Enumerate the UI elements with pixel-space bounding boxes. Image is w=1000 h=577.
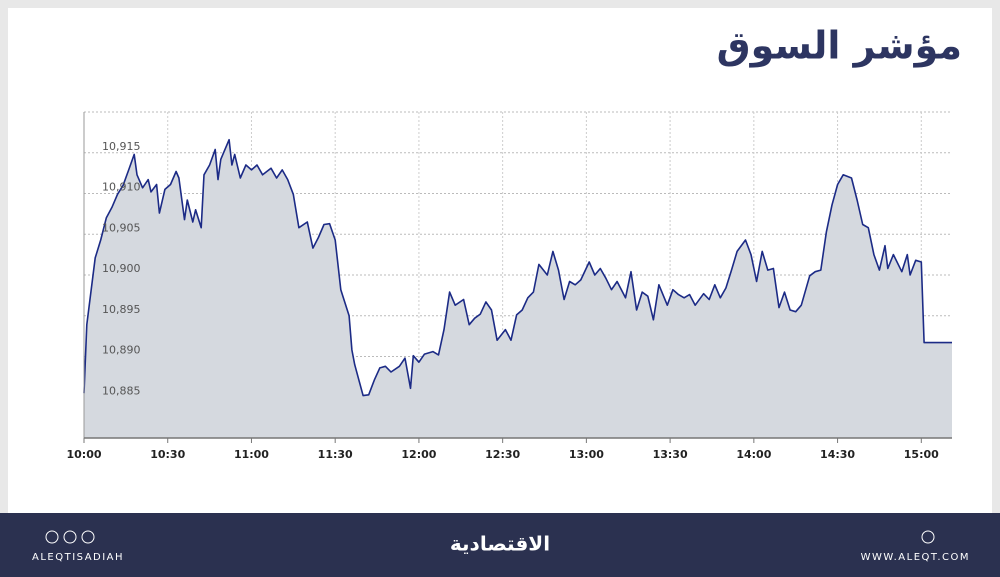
social-icons [45,530,935,544]
y-tick-label: 10,915 [102,140,141,153]
x-tick-label: 11:00 [234,448,269,461]
y-tick-label: 10,905 [102,221,141,234]
footer-right: WWW.ALEQT.COM [861,552,970,563]
footer-logo: الاقتصادية [450,532,550,556]
x-tick-label: 12:30 [485,448,520,461]
footer-left: ALEQTISADIAH [32,552,124,563]
chart-title: مؤشر السوق [717,24,962,68]
y-tick-label: 10,895 [102,303,141,316]
x-tick-label: 15:00 [904,448,939,461]
y-tick-label: 10,900 [102,262,141,275]
line [83,138,952,397]
x-tick-label: 10:30 [150,448,185,461]
x-tick-label: 13:30 [653,448,688,461]
y-tick-label: 10,885 [102,384,141,397]
y-tick-label: 10,910 [102,181,141,194]
area [84,139,952,438]
x-tick-label: 14:00 [736,448,771,461]
x-tick-label: 10:00 [66,448,101,461]
footer [0,513,1000,577]
x-tick-label: 12:00 [401,448,436,461]
y-tick-label: 10,890 [102,344,141,357]
x-tick-label: 11:30 [318,448,353,461]
x-tick-label: 13:00 [569,448,604,461]
x-tick-label: 14:30 [820,448,855,461]
